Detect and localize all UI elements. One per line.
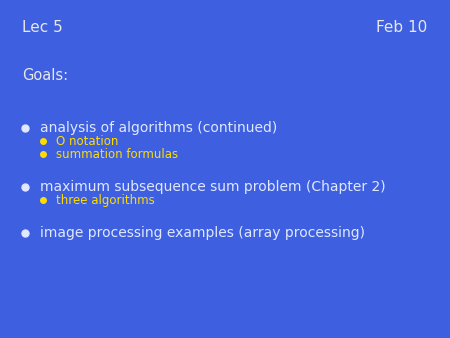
Text: three algorithms: three algorithms <box>56 194 155 207</box>
Text: O notation: O notation <box>56 135 119 148</box>
Text: summation formulas: summation formulas <box>56 148 178 161</box>
Text: Goals:: Goals: <box>22 68 68 82</box>
Text: Lec 5: Lec 5 <box>22 20 63 35</box>
Text: Feb 10: Feb 10 <box>376 20 428 35</box>
Text: maximum subsequence sum problem (Chapter 2): maximum subsequence sum problem (Chapter… <box>40 180 386 194</box>
Text: image processing examples (array processing): image processing examples (array process… <box>40 226 365 240</box>
Text: analysis of algorithms (continued): analysis of algorithms (continued) <box>40 121 278 136</box>
